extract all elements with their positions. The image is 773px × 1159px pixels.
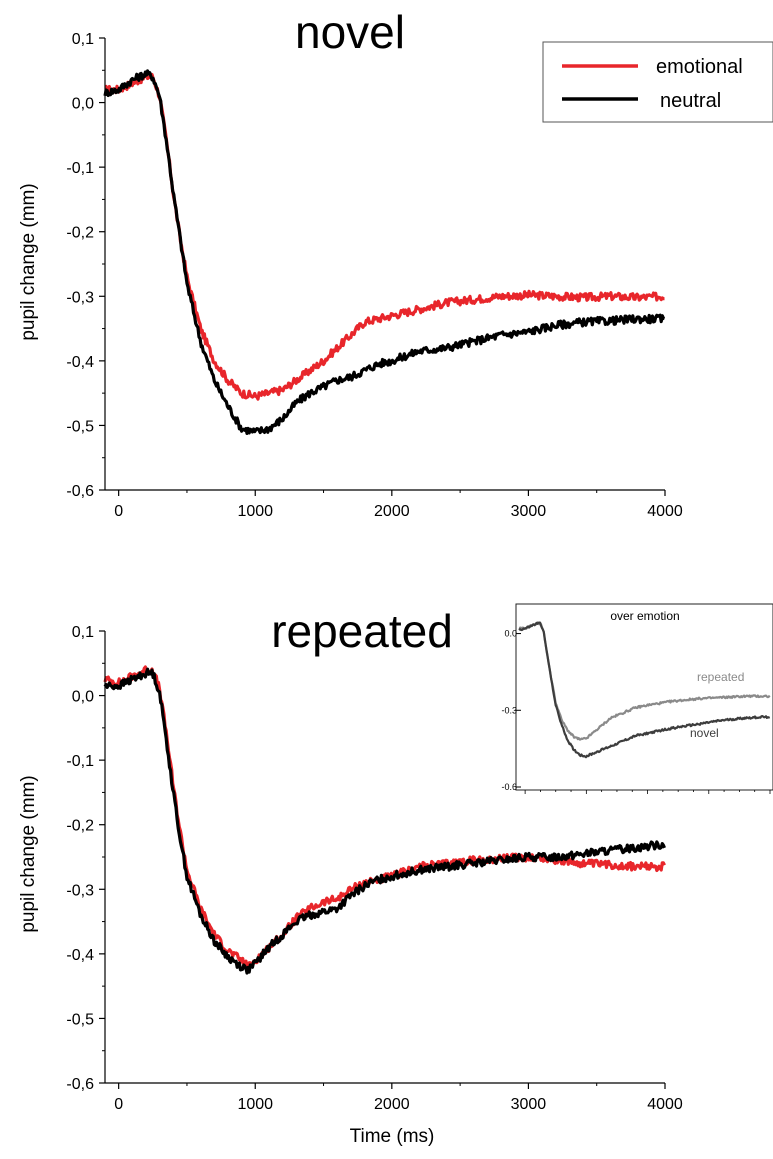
inset-label-novel: novel (690, 726, 719, 740)
y-tick-label: -0,5 (66, 418, 94, 435)
y-tick-label: 0,0 (72, 96, 94, 113)
legend-box (542, 41, 773, 123)
y-tick-label: -0,2 (66, 818, 94, 835)
inset-axes: 0.0 -0.3 -0.6 (501, 629, 771, 794)
inset-series-line-novel (518, 621, 771, 759)
y-tick-label: -0,5 (66, 1011, 94, 1028)
y-tick-label: 0,0 (72, 689, 94, 706)
panel-novel: novel pupil change (mm) 0,1 0,0 -0,1 -0,2 -0… (18, 6, 773, 520)
y-tick-label: -0,3 (66, 289, 94, 306)
x-tick-label: 0 (114, 503, 123, 520)
x-tick-label: 2000 (374, 1096, 410, 1113)
x-tick-label: 4000 (647, 503, 683, 520)
inset-y-tick-label: -0.6 (501, 782, 517, 792)
x-tick-label: 2000 (374, 503, 410, 520)
x-tick-label: 1000 (237, 503, 273, 520)
legend: emotional neutral (542, 41, 773, 123)
y-tick-label: -0,6 (66, 1076, 94, 1093)
series-line-emotional (103, 665, 666, 971)
inset-label-repeated: repeated (697, 670, 744, 684)
axes-repeated: 0,1 0,0 -0,1 -0,2 -0,3 -0,4 -0,5 -0,6 0 1000 2000 3… (66, 624, 682, 1113)
series-layer-repeated (103, 665, 666, 975)
x-tick-label: 4000 (647, 1096, 683, 1113)
axes-novel: 0,1 0,0 -0,1 -0,2 -0,3 -0,4 -0,5 -0,6 0 1000 2000 3… (66, 31, 682, 520)
legend-label-emotional: emotional (656, 56, 743, 78)
series-line-neutral (103, 667, 666, 975)
y-tick-label: -0,6 (66, 483, 94, 500)
series-line-neutral (103, 69, 666, 435)
panel-title-novel: novel (295, 6, 405, 58)
legend-label-neutral: neutral (660, 90, 721, 112)
panel-repeated: repeated pupil change (mm) Time (ms) 0,1… (18, 605, 683, 1147)
inset-chart: 0.0 -0.3 -0.6 over emotion repeated novel (501, 603, 773, 794)
y-tick-label: -0,2 (66, 225, 94, 242)
inset-series-layer (518, 621, 771, 759)
inset-title: over emotion (610, 609, 679, 623)
y-tick-label: 0,1 (72, 624, 94, 641)
y-tick-label: -0,4 (66, 354, 94, 371)
x-tick-label: 1000 (237, 1096, 273, 1113)
y-tick-label: 0,1 (72, 31, 94, 48)
x-tick-label: 3000 (511, 1096, 547, 1113)
series-line-emotional (104, 72, 665, 401)
x-axis-label: Time (ms) (350, 1126, 435, 1147)
panel-title-repeated: repeated (271, 605, 453, 657)
y-tick-label: -0,1 (66, 753, 94, 770)
y-axis-label-novel: pupil change (mm) (18, 183, 39, 340)
inset-y-tick-label: -0.3 (501, 705, 517, 715)
inset-series-line-repeated (518, 621, 771, 741)
inset-y-tick-label: 0.0 (504, 629, 517, 639)
y-axis-label-repeated: pupil change (mm) (18, 775, 39, 932)
y-tick-label: -0,1 (66, 160, 94, 177)
y-tick-label: -0,4 (66, 947, 94, 964)
x-tick-label: 3000 (511, 503, 547, 520)
x-tick-label: 0 (114, 1096, 123, 1113)
series-layer-novel (103, 69, 666, 435)
y-tick-label: -0,3 (66, 882, 94, 899)
